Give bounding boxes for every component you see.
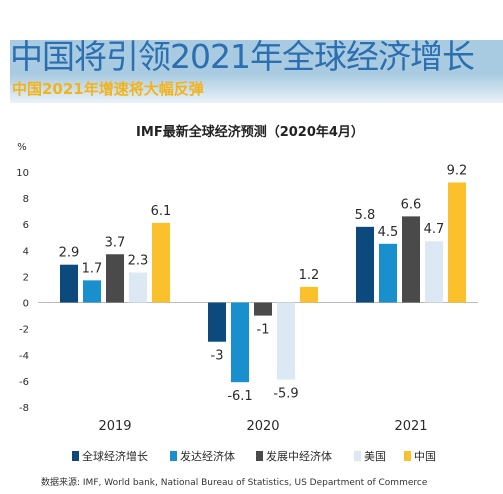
subtitle-band — [10, 74, 503, 103]
x-axis: 2019 2020 2021 — [98, 419, 427, 434]
data-label: 6.6 — [401, 197, 422, 212]
bar — [231, 302, 249, 383]
legend-label: 美国 — [364, 450, 386, 463]
legend-label: 中国 — [414, 450, 436, 463]
data-label: 1.7 — [82, 261, 103, 276]
source-note: 数据来源: IMF, World bank, National Bureau o… — [41, 478, 428, 488]
bars-group — [60, 182, 466, 383]
page-subtitle: 中国2021年增速将大幅反弹 — [12, 80, 204, 98]
category-label: 2020 — [246, 419, 279, 434]
legend: 全球经济增长 发达经济体 发展中经济体 美国 中国 — [72, 449, 436, 463]
data-label: 9.2 — [447, 163, 468, 178]
data-label: 4.7 — [424, 222, 445, 237]
bar — [379, 243, 397, 303]
bar-chart: IMF最新全球经济预测（2020年4月） % -8 -6 -4 -2 0 2 4 6 8 10 2… — [16, 124, 478, 463]
y-tick-label: 6 — [23, 220, 29, 231]
data-label: -3 — [211, 349, 224, 364]
y-axis-unit: % — [17, 142, 27, 153]
y-tick-label: 2 — [23, 272, 29, 283]
bar — [356, 226, 374, 303]
y-axis: -8 -6 -4 -2 0 2 4 6 8 10 — [16, 168, 29, 414]
bar — [106, 254, 124, 303]
legend-swatch — [72, 451, 79, 461]
legend-label: 全球经济增长 — [82, 449, 148, 463]
data-label: 3.7 — [105, 235, 126, 250]
y-tick-label: -8 — [19, 403, 29, 414]
data-label: 5.8 — [355, 208, 376, 223]
legend-swatch — [354, 451, 361, 461]
y-tick-label: -6 — [19, 377, 29, 388]
data-label: 4.5 — [378, 225, 399, 240]
y-tick-label: 0 — [23, 299, 29, 310]
data-label: -6.1 — [227, 389, 252, 404]
bar — [60, 264, 78, 303]
chart-title: IMF最新全球经济预测（2020年4月） — [136, 124, 364, 140]
bar-labels-group: 2.91.73.72.3 6.1 -3 -6.1 -1 -5.9 1.2 5.84.56.64… — [59, 163, 468, 404]
y-tick-label: 8 — [23, 194, 29, 205]
y-tick-label: 4 — [23, 246, 29, 257]
y-tick-label: -4 — [19, 351, 29, 362]
category-label: 2019 — [98, 419, 131, 434]
data-label: 1.2 — [299, 268, 320, 283]
data-label: 6.1 — [151, 204, 172, 219]
bar — [277, 302, 295, 380]
legend-swatch — [256, 451, 263, 461]
legend-label: 发达经济体 — [180, 449, 235, 463]
category-label: 2021 — [394, 419, 427, 434]
bar — [208, 302, 226, 342]
data-label: 2.3 — [128, 254, 149, 269]
bar — [425, 241, 443, 303]
bar — [254, 302, 272, 316]
legend-swatch — [170, 451, 177, 461]
bar — [402, 216, 420, 303]
data-label: -5.9 — [273, 387, 298, 402]
legend-swatch — [404, 451, 411, 461]
legend-label: 发展中经济体 — [266, 449, 332, 463]
bar — [83, 280, 101, 303]
bar — [448, 182, 466, 303]
y-tick-label: -2 — [19, 325, 29, 336]
header-band — [0, 0, 503, 103]
data-label: 2.9 — [59, 246, 80, 261]
bar — [300, 286, 318, 303]
bar — [129, 272, 147, 303]
bar — [152, 222, 170, 303]
y-tick-label: 10 — [16, 168, 29, 179]
title-band — [10, 40, 503, 74]
data-label: -1 — [257, 323, 270, 338]
page-title: 中国将引领2021年全球经济增长 — [10, 37, 475, 76]
